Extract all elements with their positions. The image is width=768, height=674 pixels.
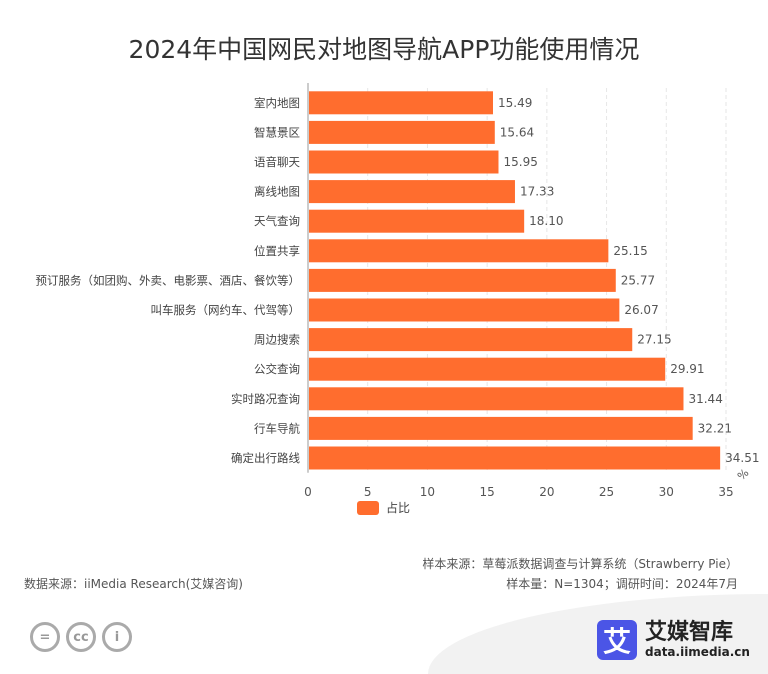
- x-unit-label: %: [735, 466, 752, 483]
- bar: [309, 268, 616, 292]
- bar: [309, 239, 609, 263]
- cc-icon: cc: [66, 622, 96, 652]
- data-label: 15.49: [498, 96, 532, 110]
- x-tick-label: 0: [304, 485, 312, 499]
- cc-by-icon: i: [102, 622, 132, 652]
- data-label: 17.33: [520, 185, 554, 199]
- data-label: 32.21: [698, 421, 732, 435]
- category-label: 离线地图: [254, 185, 300, 199]
- category-label: 智慧景区: [254, 125, 300, 139]
- legend-label: 占比: [386, 500, 410, 515]
- category-label: 叫车服务（网约车、代驾等）: [151, 303, 301, 317]
- logo-name: 艾媒智库: [645, 620, 734, 645]
- category-label: 室内地图: [254, 96, 300, 110]
- data-label: 29.91: [670, 362, 704, 376]
- category-label: 行车导航: [254, 421, 300, 435]
- bar: [309, 328, 633, 352]
- x-tick-label: 15: [480, 485, 495, 499]
- logo: 艾 艾媒智库 data.iimedia.cn: [597, 620, 750, 660]
- data-label: 15.64: [500, 125, 534, 139]
- bar: [309, 91, 493, 115]
- category-label: 天气查询: [254, 214, 300, 228]
- x-tick-label: 25: [599, 485, 614, 499]
- cc-nd-icon: =: [30, 622, 60, 652]
- data-label: 25.77: [621, 273, 655, 287]
- data-label: 25.15: [613, 244, 647, 258]
- category-label: 语音聊天: [254, 155, 300, 169]
- data-label: 27.15: [637, 333, 671, 347]
- bar: [309, 150, 499, 174]
- category-label: 预订服务（如团购、外卖、电影票、酒店、餐饮等）: [36, 273, 301, 287]
- x-tick-label: 35: [718, 485, 733, 499]
- data-label: 18.10: [529, 214, 563, 228]
- data-label: 26.07: [624, 303, 658, 317]
- legend-swatch: [357, 501, 379, 515]
- category-label: 确定出行路线: [231, 451, 300, 465]
- category-label: 公交查询: [254, 362, 300, 376]
- x-tick-label: 10: [420, 485, 435, 499]
- logo-url: data.iimedia.cn: [645, 645, 750, 659]
- bar-chart: 0 5 10 15 20 25 30 35% 室内地图 15.49 智慧景区 15.64 语音聊天 15.…: [36, 83, 760, 515]
- bar: [309, 387, 684, 411]
- bar: [309, 298, 620, 322]
- sample-source: 样本来源：草莓派数据调查与计算系统（Strawberry Pie）: [422, 557, 738, 571]
- bar: [309, 180, 515, 204]
- bar: [309, 120, 495, 144]
- license-icons: = cc i: [30, 622, 132, 652]
- category-label: 周边搜索: [254, 333, 300, 347]
- data-source: 数据来源：iiMedia Research(艾媒咨询): [24, 577, 243, 591]
- x-tick-label: 20: [539, 485, 554, 499]
- bar: [309, 357, 666, 381]
- bar: [309, 209, 525, 233]
- sample-size: 样本量：N=1304；调研时间：2024年7月: [506, 577, 738, 591]
- chart-title: 2024年中国网民对地图导航APP功能使用情况: [128, 35, 640, 64]
- data-label: 31.44: [688, 392, 722, 406]
- bar: [309, 416, 693, 440]
- category-label: 位置共享: [254, 244, 300, 258]
- x-tick-label: 5: [364, 485, 372, 499]
- logo-mark: 艾: [597, 620, 637, 660]
- data-label: 15.95: [503, 155, 537, 169]
- data-label: 34.51: [725, 451, 759, 465]
- category-label: 实时路况查询: [231, 392, 300, 406]
- bar: [309, 446, 721, 470]
- x-tick-label: 30: [659, 485, 674, 499]
